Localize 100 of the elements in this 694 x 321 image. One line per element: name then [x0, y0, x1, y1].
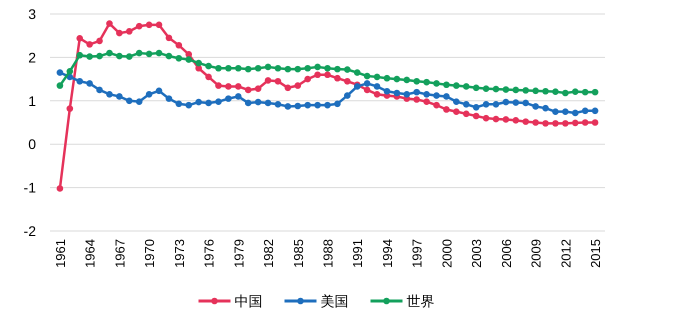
point: [532, 103, 539, 110]
point: [244, 100, 252, 106]
point: [394, 90, 400, 96]
point: [443, 93, 450, 100]
point: [384, 88, 390, 95]
point: [592, 107, 598, 114]
point: [562, 108, 569, 115]
point: [86, 53, 93, 60]
point: [324, 102, 331, 108]
point: [582, 107, 588, 114]
point: [453, 82, 460, 89]
point: [532, 119, 539, 126]
point: [542, 120, 549, 127]
point: [413, 78, 420, 85]
point: [443, 106, 450, 113]
point: [304, 102, 311, 108]
point: [502, 86, 510, 93]
point: [215, 64, 222, 72]
point: [374, 83, 380, 90]
point: [156, 50, 162, 56]
x-tick-label: 2009: [528, 239, 544, 268]
point: [205, 62, 212, 70]
point: [423, 98, 430, 105]
point: [433, 92, 440, 99]
point: [116, 52, 123, 60]
point: [156, 22, 162, 28]
point: [344, 66, 351, 73]
point: [582, 119, 588, 126]
point: [284, 66, 292, 72]
point: [374, 74, 380, 80]
legend-label: 中国: [234, 293, 262, 309]
point: [235, 93, 242, 100]
y-tick-label: 2: [28, 49, 36, 66]
point: [244, 86, 252, 94]
point: [116, 93, 123, 100]
point: [106, 20, 113, 27]
point: [116, 30, 123, 36]
point: [512, 86, 520, 94]
point: [284, 103, 292, 110]
point: [364, 86, 370, 94]
point: [156, 88, 162, 94]
point: [185, 102, 192, 108]
point: [96, 86, 103, 94]
point: [314, 102, 321, 108]
point: [334, 66, 341, 72]
point: [254, 98, 262, 106]
point: [364, 72, 370, 80]
point: [96, 38, 103, 44]
point: [453, 108, 460, 115]
point: [126, 53, 133, 60]
point: [185, 56, 192, 63]
point: [176, 42, 182, 49]
x-tick-label: 1991: [350, 239, 366, 268]
point: [492, 116, 500, 122]
point: [512, 117, 520, 124]
point: [235, 83, 242, 90]
point: [225, 64, 232, 72]
legend-label: 美国: [320, 293, 348, 309]
point: [472, 112, 480, 120]
point: [433, 80, 440, 87]
point: [76, 35, 84, 42]
point: [86, 41, 93, 48]
x-tick-label: 1982: [261, 239, 276, 268]
point: [106, 90, 113, 98]
y-tick-label: -2: [24, 223, 36, 239]
point: [482, 114, 490, 122]
point: [314, 64, 321, 70]
x-tick-label: 2000: [439, 239, 454, 268]
point: [592, 119, 598, 126]
point: [324, 71, 331, 78]
x-tick-label: 2015: [588, 239, 604, 268]
point: [235, 64, 242, 72]
point: [106, 50, 113, 56]
point: [542, 88, 549, 95]
point: [76, 78, 84, 85]
point: [552, 108, 559, 115]
y-tick-label: 0: [28, 136, 36, 152]
point: [274, 78, 282, 85]
point: [225, 83, 232, 90]
legend-label: 世界: [406, 293, 434, 309]
x-tick-label: 1961: [52, 239, 68, 268]
point: [592, 88, 598, 96]
point: [56, 185, 64, 192]
point: [472, 104, 480, 111]
point: [413, 96, 420, 103]
point: [423, 78, 430, 86]
x-tick-label: 2006: [498, 239, 514, 268]
point: [166, 34, 172, 42]
point: [274, 64, 282, 72]
point: [572, 120, 579, 126]
point: [344, 92, 351, 99]
point: [126, 28, 133, 35]
point: [413, 88, 420, 96]
point: [136, 98, 142, 105]
point: [502, 116, 510, 123]
point: [56, 82, 64, 89]
point: [394, 76, 400, 82]
point: [126, 98, 133, 104]
point: [195, 60, 202, 66]
point: [384, 74, 390, 82]
